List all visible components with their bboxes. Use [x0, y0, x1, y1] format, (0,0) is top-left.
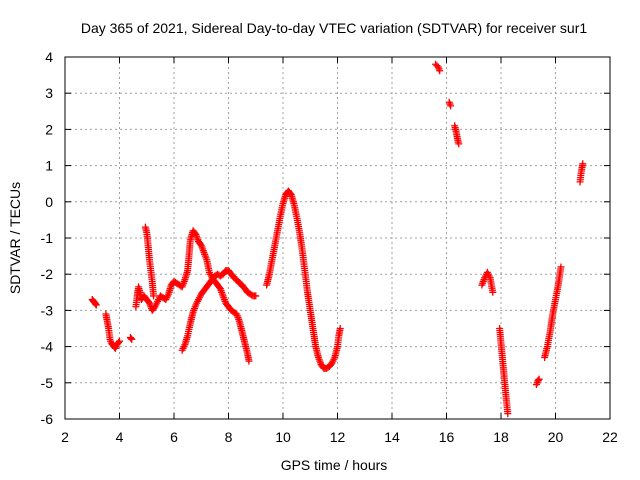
data-point — [436, 67, 444, 75]
series-seg-h — [432, 60, 444, 75]
data-point — [455, 140, 463, 148]
x-tick-label: 12 — [330, 429, 346, 445]
series-seg-i — [445, 98, 455, 110]
data-point — [215, 283, 223, 291]
data-point — [150, 292, 158, 300]
x-tick-label: 18 — [493, 429, 509, 445]
y-tick-label: 4 — [45, 49, 53, 65]
data-point — [252, 292, 260, 300]
chart-title: Day 365 of 2021, Sidereal Day-to-day VTE… — [81, 20, 587, 36]
series-seg-j — [451, 122, 463, 148]
series-seg-m — [532, 375, 543, 389]
series-seg-n — [541, 263, 565, 361]
x-tick-label: 2 — [61, 429, 69, 445]
data-point — [92, 301, 100, 309]
data-point — [534, 376, 542, 384]
series-seg-b — [102, 310, 123, 352]
data-point — [92, 300, 100, 308]
x-tick-label: 4 — [116, 429, 124, 445]
series-seg-c — [126, 334, 136, 343]
y-tick-label: -4 — [41, 339, 54, 355]
series-seg-g — [263, 187, 344, 372]
y-tick-label: -1 — [41, 230, 54, 246]
y-tick-label: 0 — [45, 194, 53, 210]
data-point — [336, 325, 344, 332]
plot-frame — [64, 56, 611, 420]
x-tick-label: 14 — [384, 429, 400, 445]
data-point — [489, 288, 497, 296]
x-tick-label: 16 — [439, 429, 455, 445]
data-marks — [88, 60, 587, 418]
y-tick-label: -2 — [41, 266, 54, 282]
series-seg-o — [576, 160, 587, 186]
data-point — [116, 337, 123, 345]
data-point — [579, 160, 587, 168]
x-tick-label: 8 — [225, 429, 233, 445]
x-tick-label: 20 — [548, 429, 564, 445]
series-seg-k — [478, 268, 497, 296]
data-point — [245, 357, 253, 365]
series-seg-e — [141, 223, 158, 300]
series-seg-f — [178, 267, 260, 354]
data-point — [286, 189, 294, 197]
x-tick-label: 6 — [170, 429, 178, 445]
x-tick-label: 10 — [275, 429, 291, 445]
series-seg-a — [88, 296, 100, 309]
data-point — [557, 263, 565, 271]
data-point — [115, 338, 123, 346]
x-tick-label: 22 — [602, 429, 618, 445]
data-point — [191, 229, 199, 237]
data-point — [127, 334, 135, 342]
y-axis-label: SDTVAR / TECUs — [7, 182, 23, 294]
grid — [65, 57, 610, 419]
data-point — [196, 240, 204, 248]
data-point — [504, 410, 512, 418]
data-point — [128, 335, 136, 343]
y-tick-label: -5 — [41, 375, 54, 391]
y-tick-label: -6 — [41, 411, 54, 427]
data-point — [447, 102, 455, 110]
data-point — [145, 298, 153, 306]
y-tick-label: 1 — [45, 158, 53, 174]
series-seg-d — [132, 227, 253, 365]
y-tick-label: -3 — [41, 302, 54, 318]
data-point — [535, 375, 543, 383]
y-tick-label: 3 — [45, 85, 53, 101]
x-axis-label: GPS time / hours — [281, 457, 388, 473]
y-tick-label: 2 — [45, 121, 53, 137]
series-seg-l — [496, 325, 512, 418]
